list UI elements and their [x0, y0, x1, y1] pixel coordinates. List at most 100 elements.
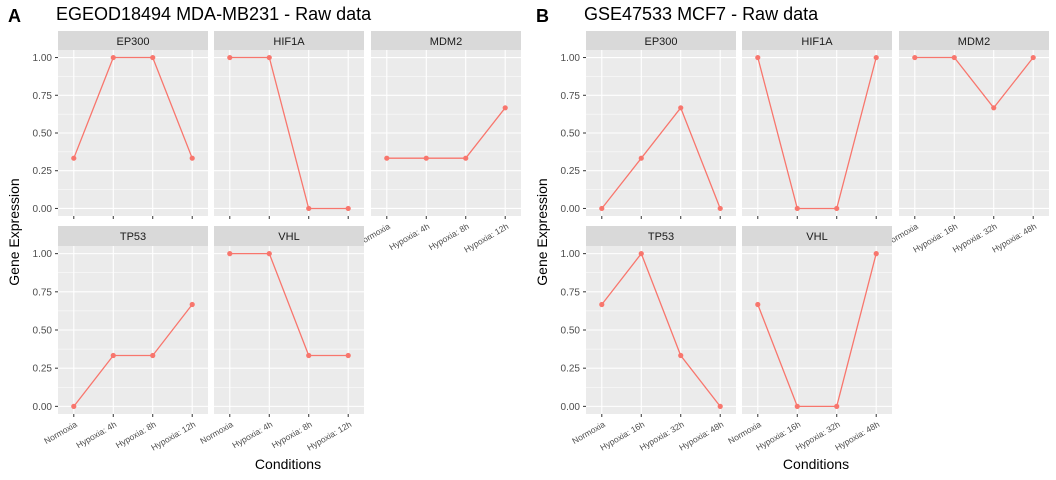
- series-line: [73, 304, 193, 407]
- data-point: [678, 105, 684, 111]
- facet-strip-label: MDM2: [430, 36, 462, 48]
- facet-strip-label: TP53: [648, 231, 674, 243]
- data-point: [951, 54, 957, 61]
- x-axis-title: Conditions: [255, 456, 321, 472]
- data-point: [755, 301, 761, 308]
- data-point: [638, 251, 644, 257]
- series-line: [601, 252, 721, 407]
- y-tick-label: 0.00: [561, 402, 581, 413]
- series-line: [757, 253, 877, 408]
- data-point: [1030, 54, 1036, 61]
- facet-strip: [214, 226, 364, 246]
- facet-strip: [58, 226, 208, 246]
- x-tick-label: Hypoxia: 4h: [230, 419, 274, 450]
- y-tick-label: 0.25: [33, 364, 53, 375]
- facet-ep300: EP300 0.00 0.25 0.50 0.75 1.00: [561, 31, 736, 219]
- y-tick-label: 0.25: [561, 364, 581, 375]
- data-point: [150, 54, 156, 61]
- data-point: [678, 352, 684, 359]
- data-point: [189, 301, 195, 308]
- data-point: [266, 251, 272, 257]
- y-tick-label: 0.25: [33, 166, 53, 177]
- data-point: [384, 155, 390, 161]
- facet-strip-label: VHL: [278, 231, 299, 243]
- y-tick-label: 0.75: [33, 91, 53, 102]
- facet-strip-label: MDM2: [958, 36, 990, 48]
- chart-letter: B: [536, 6, 549, 26]
- y-tick-label: 0.50: [561, 326, 581, 337]
- y-tick-label: 0.00: [33, 204, 53, 215]
- data-point: [306, 352, 312, 359]
- chart-title: EGEOD18494 MDA-MB231 - Raw data: [56, 4, 372, 24]
- data-point: [150, 352, 156, 359]
- data-point: [794, 205, 800, 212]
- x-tick-label: Hypoxia: 48h: [833, 419, 881, 453]
- y-tick-label: 0.50: [33, 326, 53, 337]
- data-point: [227, 251, 233, 257]
- data-point: [110, 54, 116, 61]
- data-point: [912, 54, 918, 61]
- facet-tp53: TP530.000.250.500.751.00NormoxiaHypoxia:…: [33, 226, 208, 453]
- x-tick-label: Hypoxia: 48h: [677, 419, 725, 453]
- data-point: [638, 155, 644, 161]
- series-line: [229, 56, 349, 210]
- facet-tp53: TP530.000.250.500.751.00NormoxiaHypoxia:…: [561, 226, 736, 453]
- data-point: [266, 54, 272, 61]
- facet-strip: [742, 31, 892, 51]
- x-tick-label: Hypoxia: 12h: [305, 419, 353, 453]
- chart-panel-b: B GSE47533 MCF7 - Raw data EP300 0.00 0.25 0.…: [534, 4, 1049, 472]
- facet-hif1a: HIF1A: [214, 31, 364, 219]
- data-point: [345, 205, 351, 212]
- data-point: [71, 403, 77, 409]
- data-point: [991, 105, 997, 111]
- series-line: [601, 106, 721, 209]
- data-point: [599, 205, 605, 212]
- y-axis-title: Gene Expression: [534, 178, 550, 285]
- data-point: [463, 155, 469, 161]
- data-point: [834, 403, 840, 409]
- data-point: [834, 205, 840, 212]
- chart-letter: A: [8, 6, 21, 26]
- data-point: [755, 54, 761, 61]
- x-tick-label: Hypoxia: 12h: [462, 221, 510, 255]
- series-line: [757, 57, 877, 210]
- data-point: [717, 205, 723, 212]
- data-point: [71, 155, 77, 161]
- facet-strip: [58, 31, 208, 51]
- y-tick-label: 0.00: [33, 402, 53, 413]
- data-point: [345, 352, 351, 359]
- data-point: [794, 403, 800, 409]
- facet-hif1a: HIF1A: [742, 31, 892, 219]
- series-line: [229, 252, 349, 357]
- facet-strip-label: HIF1A: [801, 36, 833, 48]
- chart-title: GSE47533 MCF7 - Raw data: [584, 4, 819, 24]
- y-tick-label: 0.50: [33, 129, 53, 140]
- series-line: [386, 107, 506, 159]
- series-line: [73, 56, 193, 159]
- facet-strip-label: EP300: [116, 36, 149, 48]
- facet-strip-label: HIF1A: [273, 36, 305, 48]
- data-point: [717, 403, 723, 409]
- chart-panel-a: A EGEOD18494 MDA-MB231 - Raw data EP300 0.0…: [6, 4, 521, 472]
- data-point: [873, 54, 879, 61]
- y-tick-label: 0.25: [561, 166, 581, 177]
- x-tick-label: Hypoxia: 4h: [74, 419, 118, 450]
- facet-strip: [742, 226, 892, 246]
- y-tick-label: 0.75: [561, 91, 581, 102]
- data-point: [189, 155, 195, 161]
- facet-strip: [899, 31, 1049, 51]
- x-tick-label: Hypoxia: 4h: [387, 221, 431, 252]
- facet-strip: [371, 31, 521, 51]
- y-tick-label: 0.00: [561, 204, 581, 215]
- facet-strip-label: TP53: [120, 231, 146, 243]
- data-point: [110, 352, 116, 359]
- facet-strip-label: EP300: [644, 36, 677, 48]
- y-tick-label: 1.00: [33, 249, 53, 260]
- y-axis-title: Gene Expression: [6, 178, 22, 285]
- y-tick-label: 1.00: [33, 53, 53, 64]
- facet-ep300: EP300 0.00 0.25 0.50 0.75 1.00: [33, 31, 208, 219]
